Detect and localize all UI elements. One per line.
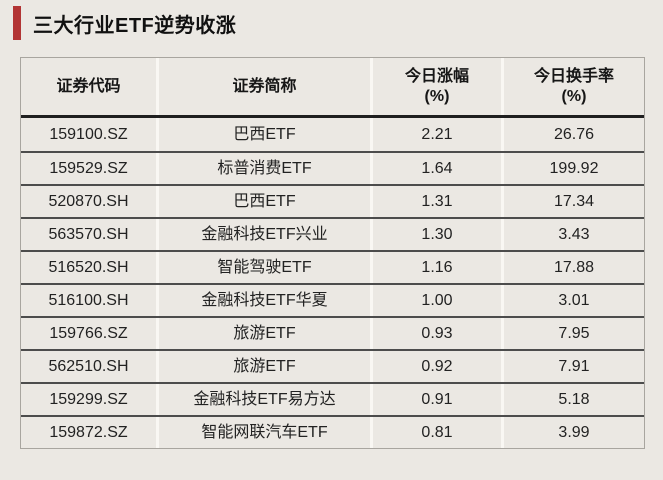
etf-table: 证券代码 证券简称 今日涨幅 (%) 今日换手率 (%) 159100.SZ 巴西ETF 2.… xyxy=(20,57,645,449)
cell-name: 金融科技ETF易方达 xyxy=(159,384,373,415)
title-row: 三大行业ETF逆势收涨 xyxy=(13,6,236,40)
table-row: 159872.SZ 智能网联汽车ETF 0.81 3.99 xyxy=(21,415,644,448)
cell-turnover-pct: 26.76 xyxy=(553,125,595,143)
table-row: 520870.SH 巴西ETF 1.31 17.34 xyxy=(21,184,644,217)
cell-code: 516520.SH xyxy=(21,252,159,283)
table-row: 159529.SZ 标普消费ETF 1.64 199.92 xyxy=(21,151,644,184)
page-title: 三大行业ETF逆势收涨 xyxy=(33,14,237,37)
cell-name: 旅游ETF xyxy=(159,318,373,349)
cell-turnover-pct: 3.99 xyxy=(558,423,590,441)
column-header-label: 今日涨幅 xyxy=(404,67,469,85)
cell-change-pct: 2.21 xyxy=(373,118,504,151)
cell-code: 159299.SZ xyxy=(21,384,159,415)
table-header-row: 证券代码 证券简称 今日涨幅 (%) 今日换手率 (%) xyxy=(21,58,644,118)
cell-code: 520870.SH xyxy=(21,186,159,217)
cell-change-pct: 1.16 xyxy=(373,252,504,283)
cell-name: 旅游ETF xyxy=(159,351,373,382)
cell-code: 563570.SH xyxy=(21,219,159,250)
table-body: 159100.SZ 巴西ETF 2.21 26.76 159529.SZ 标普消费ETF 1… xyxy=(21,118,644,448)
cell-turnover-pct: 7.91 xyxy=(558,357,590,375)
column-header: 今日涨幅 (%) xyxy=(373,58,504,115)
cell-change-pct: 0.92 xyxy=(373,351,504,382)
cell-turnover-pct: 5.18 xyxy=(558,390,590,408)
cell-code: 159529.SZ xyxy=(21,153,159,184)
cell-code: 562510.SH xyxy=(21,351,159,382)
cell-change-pct: 0.91 xyxy=(373,384,504,415)
column-header-label: 今日换手率 xyxy=(533,67,614,85)
cell-turnover-pct: 17.88 xyxy=(553,258,595,276)
cell-turnover-pct: 3.43 xyxy=(558,225,590,243)
title-accent-bar xyxy=(13,6,21,40)
cell-turnover-pct: 17.34 xyxy=(553,192,595,210)
table-row: 159766.SZ 旅游ETF 0.93 7.95 xyxy=(21,316,644,349)
cell-name: 巴西ETF xyxy=(159,118,373,151)
cell-name: 金融科技ETF兴业 xyxy=(159,219,373,250)
cell-code: 159766.SZ xyxy=(21,318,159,349)
table-row: 516520.SH 智能驾驶ETF 1.16 17.88 xyxy=(21,250,644,283)
table-row: 159299.SZ 金融科技ETF易方达 0.91 5.18 xyxy=(21,382,644,415)
cell-change-pct: 1.31 xyxy=(373,186,504,217)
cell-change-pct: 0.81 xyxy=(373,417,504,448)
cell-name: 智能网联汽车ETF xyxy=(159,417,373,448)
cell-change-pct: 1.30 xyxy=(373,219,504,250)
column-header-unit: (%) xyxy=(561,87,587,105)
table-row: 516100.SH 金融科技ETF华夏 1.00 3.01 xyxy=(21,283,644,316)
cell-turnover-pct: 7.95 xyxy=(558,324,590,342)
cell-name: 智能驾驶ETF xyxy=(159,252,373,283)
column-header: 今日换手率 (%) xyxy=(504,58,644,115)
table-row: 563570.SH 金融科技ETF兴业 1.30 3.43 xyxy=(21,217,644,250)
table-row: 562510.SH 旅游ETF 0.92 7.91 xyxy=(21,349,644,382)
cell-change-pct: 0.93 xyxy=(373,318,504,349)
cell-code: 159100.SZ xyxy=(21,118,159,151)
cell-turnover-pct: 199.92 xyxy=(549,159,599,177)
cell-name: 标普消费ETF xyxy=(159,153,373,184)
table-row: 159100.SZ 巴西ETF 2.21 26.76 xyxy=(21,118,644,151)
cell-code: 516100.SH xyxy=(21,285,159,316)
cell-turnover-pct: 3.01 xyxy=(558,291,590,309)
column-header-unit: (%) xyxy=(424,87,450,105)
cell-code: 159872.SZ xyxy=(21,417,159,448)
cell-change-pct: 1.00 xyxy=(373,285,504,316)
cell-name: 金融科技ETF华夏 xyxy=(159,285,373,316)
column-header-label: 证券简称 xyxy=(232,77,297,95)
cell-change-pct: 1.64 xyxy=(373,153,504,184)
column-header: 证券代码 xyxy=(21,58,159,115)
column-header-label: 证券代码 xyxy=(56,77,121,95)
column-header: 证券简称 xyxy=(159,58,373,115)
cell-name: 巴西ETF xyxy=(159,186,373,217)
